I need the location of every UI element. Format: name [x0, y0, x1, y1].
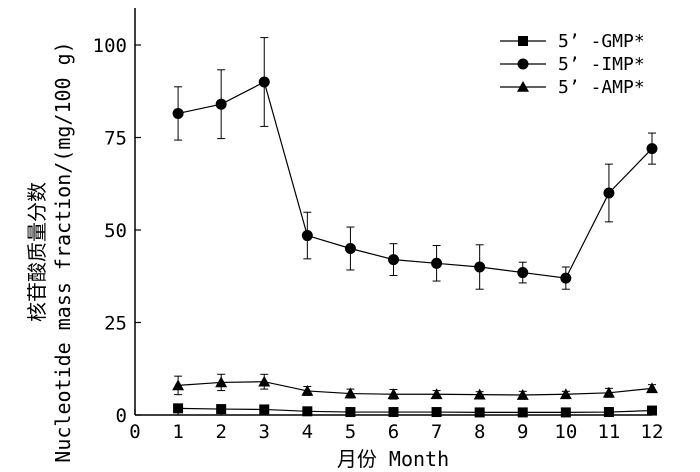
data-point-2-7 — [473, 388, 486, 400]
y-tick-label-0: 0 — [116, 405, 127, 427]
data-point-1-1 — [215, 98, 227, 110]
data-point-1-4 — [344, 243, 356, 254]
x-tick-label-11: 11 — [597, 421, 620, 443]
data-point-2-4 — [344, 387, 357, 399]
series-line-2 — [178, 381, 653, 396]
data-point-1-7 — [474, 261, 486, 273]
legend-marker-2 — [517, 81, 529, 92]
legend-label-0: 5’ -GMP* — [558, 31, 645, 52]
data-point-0-0 — [173, 403, 184, 414]
data-point-1-3 — [301, 230, 313, 242]
legend-marker-0 — [518, 36, 528, 46]
data-point-1-10 — [603, 187, 615, 199]
data-point-2-10 — [602, 386, 615, 398]
x-tick-label-1: 1 — [172, 421, 183, 443]
x-tick-label-4: 4 — [302, 421, 313, 443]
x-tick-label-2: 2 — [215, 421, 226, 443]
x-tick-label-7: 7 — [431, 421, 442, 443]
series-2 — [172, 373, 658, 400]
y-axis-title-group: 核苷酸质量分数 Nucleotide mass fraction/(mg/100… — [25, 41, 75, 462]
series-line-1 — [177, 81, 653, 279]
legend: 5’ -GMP*5’ -IMP*5’ -AMP* — [500, 31, 645, 98]
data-point-2-9 — [559, 388, 572, 400]
x-tick-label-5: 5 — [345, 421, 356, 443]
x-tick-label-12: 12 — [641, 421, 664, 443]
legend-label-2: 5’ -AMP* — [558, 77, 645, 98]
x-tick-label-8: 8 — [474, 421, 485, 443]
data-point-2-2 — [258, 375, 271, 387]
x-tick-label-6: 6 — [388, 421, 399, 443]
data-point-2-1 — [215, 376, 228, 388]
x-tick-label-9: 9 — [517, 421, 528, 443]
data-point-2-6 — [430, 388, 443, 400]
x-axis-title: 月份 Month — [337, 447, 449, 471]
data-point-2-11 — [646, 382, 658, 394]
series-line-0 — [178, 407, 653, 414]
y-axis-title-cn: 核苷酸质量分数 — [25, 182, 49, 322]
x-tick-label-0: 0 — [129, 421, 140, 443]
data-point-1-9 — [560, 272, 572, 284]
legend-marker-1 — [517, 58, 529, 70]
data-point-2-8 — [516, 389, 529, 400]
data-point-1-8 — [517, 267, 529, 279]
y-tick-label-25: 25 — [104, 313, 127, 335]
data-point-1-2 — [258, 76, 270, 88]
x-tick-label-3: 3 — [259, 421, 270, 443]
x-tick-label-10: 10 — [554, 421, 577, 443]
y-tick-label-75: 75 — [104, 128, 127, 150]
data-point-1-0 — [172, 107, 184, 119]
series-1 — [172, 37, 658, 290]
data-point-1-6 — [431, 257, 443, 269]
data-point-2-3 — [301, 384, 314, 396]
y-axis-title-en: Nucleotide mass fraction/(mg/100 g) — [51, 41, 75, 462]
y-tick-label-50: 50 — [104, 220, 127, 242]
legend-label-1: 5’ -IMP* — [558, 54, 645, 75]
data-point-1-11 — [646, 143, 658, 155]
data-point-2-5 — [387, 388, 400, 400]
data-point-1-5 — [388, 254, 399, 266]
y-tick-label-100: 100 — [93, 35, 127, 57]
data-point-2-0 — [172, 379, 185, 391]
